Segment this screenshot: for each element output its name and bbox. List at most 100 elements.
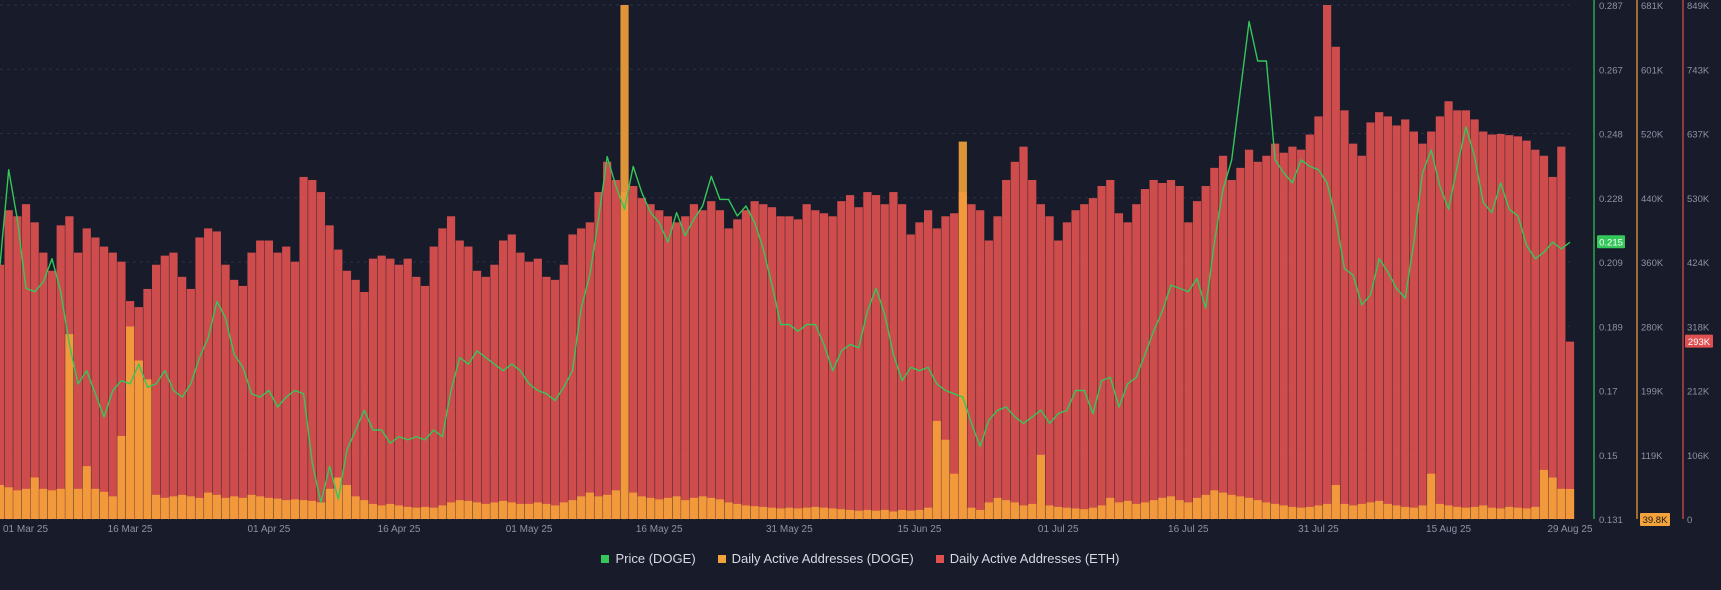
eth-address-bar (793, 219, 803, 519)
eth-address-bar (1557, 146, 1566, 519)
eth-address-bar (82, 228, 91, 519)
eth-address-bar (941, 216, 950, 519)
doge-address-bar (646, 497, 655, 519)
eth-address-bar (186, 288, 195, 519)
doge-address-bar (663, 497, 673, 519)
eth-address-bar (698, 210, 707, 519)
doge-address-bar (290, 499, 300, 519)
doge-address-bar (230, 496, 239, 519)
doge-address-bar (455, 500, 464, 519)
doge-address-bar (681, 500, 690, 519)
eth-address-bar (420, 285, 430, 519)
doge-address-bar (533, 502, 542, 519)
eth-address-bar (360, 291, 369, 519)
x-tick-label: 29 Aug 25 (1547, 524, 1592, 535)
doge-address-bar (39, 488, 48, 519)
doge-current-badge-bg (1640, 513, 1670, 526)
eth-address-bar (785, 216, 794, 519)
eth-address-bar (1088, 198, 1098, 519)
eth-address-bar (1470, 119, 1479, 520)
doge-address-bar (212, 494, 221, 519)
doge-address-bar (1375, 500, 1384, 519)
tick-labels: 0.287 0.267 0.248 0.228 0.209 0.189 0.17 0.15 0.… (3, 1, 1713, 535)
doge-address-bar (689, 497, 699, 519)
eth-address-bar (802, 204, 811, 520)
eth-address-bar (976, 210, 985, 519)
doge-address-bar (282, 500, 291, 519)
eth-address-bar (1435, 116, 1445, 519)
x-tick-label: 15 Jun 25 (897, 524, 941, 535)
eth-address-bar (811, 210, 820, 519)
x-tick-label: 01 Mar 25 (3, 524, 48, 535)
doge-address-bar (629, 492, 638, 519)
doge-address-bar (238, 497, 247, 519)
doge-address-bar (1496, 508, 1505, 519)
doge-address-bar (4, 487, 13, 519)
eth-address-bar (516, 252, 525, 519)
tick-label-eth-addresses: 318K (1687, 322, 1710, 333)
eth-address-bar (91, 237, 100, 519)
eth-address-bar (655, 210, 664, 519)
eth-address-bar (238, 285, 247, 519)
eth-address-bar (845, 195, 855, 519)
eth-address-bar (637, 198, 646, 519)
doge-address-bar (811, 506, 820, 519)
x-tick-label: 16 Jul 25 (1168, 524, 1209, 535)
eth-address-bar (108, 252, 117, 519)
eth-address-bar (481, 276, 490, 519)
legend-item-doge-addresses[interactable]: Daily Active Addresses (DOGE) (717, 551, 914, 566)
eth-address-bar (1487, 134, 1497, 519)
doge-address-bar (1270, 503, 1280, 519)
tick-label-price: 0.131 (1599, 515, 1623, 526)
doge-address-bar (1071, 508, 1080, 519)
eth-address-bar (446, 216, 456, 519)
eth-address-bar (4, 210, 13, 519)
eth-address-bar (308, 179, 317, 520)
doge-address-bar (1409, 507, 1418, 519)
doge-address-bar (1218, 492, 1228, 519)
doge-address-bar (828, 508, 837, 519)
eth-address-bar (438, 228, 447, 519)
doge-address-bar (377, 505, 386, 519)
eth-address-bar (0, 264, 5, 519)
tick-label-price: 0.209 (1599, 258, 1623, 269)
tick-label-eth-addresses: 106K (1687, 451, 1710, 462)
tick-label-eth-addresses: 424K (1687, 258, 1710, 269)
eth-address-bar (264, 240, 274, 519)
x-tick-label: 01 May 25 (506, 524, 553, 535)
tick-label-eth-addresses: 530K (1687, 194, 1710, 205)
doge-address-bar (264, 497, 274, 519)
legend-swatch-eth-addresses (935, 554, 944, 563)
doge-address-bar (412, 507, 421, 519)
doge-address-bar (56, 488, 65, 519)
doge-address-bar (776, 508, 785, 519)
x-tick-label: 31 Jul 25 (1298, 524, 1339, 535)
eth-address-bar (99, 246, 109, 520)
eth-address-bar (1132, 204, 1141, 520)
legend-item-price[interactable]: Price (DOGE) (601, 551, 696, 566)
eth-address-bar (611, 179, 620, 520)
legend-item-eth-addresses[interactable]: Daily Active Addresses (ETH) (935, 551, 1120, 566)
doge-address-bar (1505, 506, 1514, 519)
eth-address-bar (1427, 131, 1436, 519)
tick-label-price: 0.15 (1599, 451, 1618, 462)
doge-address-bar (525, 503, 534, 519)
doge-address-bar (542, 503, 551, 519)
doge-address-bar (438, 505, 447, 519)
eth-address-bar (316, 192, 326, 519)
doge-address-bar (429, 507, 438, 519)
doge-address-bar (1479, 505, 1488, 519)
doge-address-bar (221, 497, 230, 519)
doge-address-bar (1392, 505, 1401, 519)
doge-address-bar (594, 496, 603, 519)
doge-address-bar (1184, 502, 1193, 519)
eth-address-bar (13, 216, 22, 519)
eth-address-bar (819, 213, 829, 519)
doge-address-bar (446, 502, 456, 519)
x-tick-label: 16 Apr 25 (378, 524, 421, 535)
doge-address-bar (1192, 497, 1202, 519)
doge-address-bar (1314, 505, 1323, 519)
doge-address-bar (1279, 505, 1288, 519)
doge-address-bar (186, 496, 195, 519)
